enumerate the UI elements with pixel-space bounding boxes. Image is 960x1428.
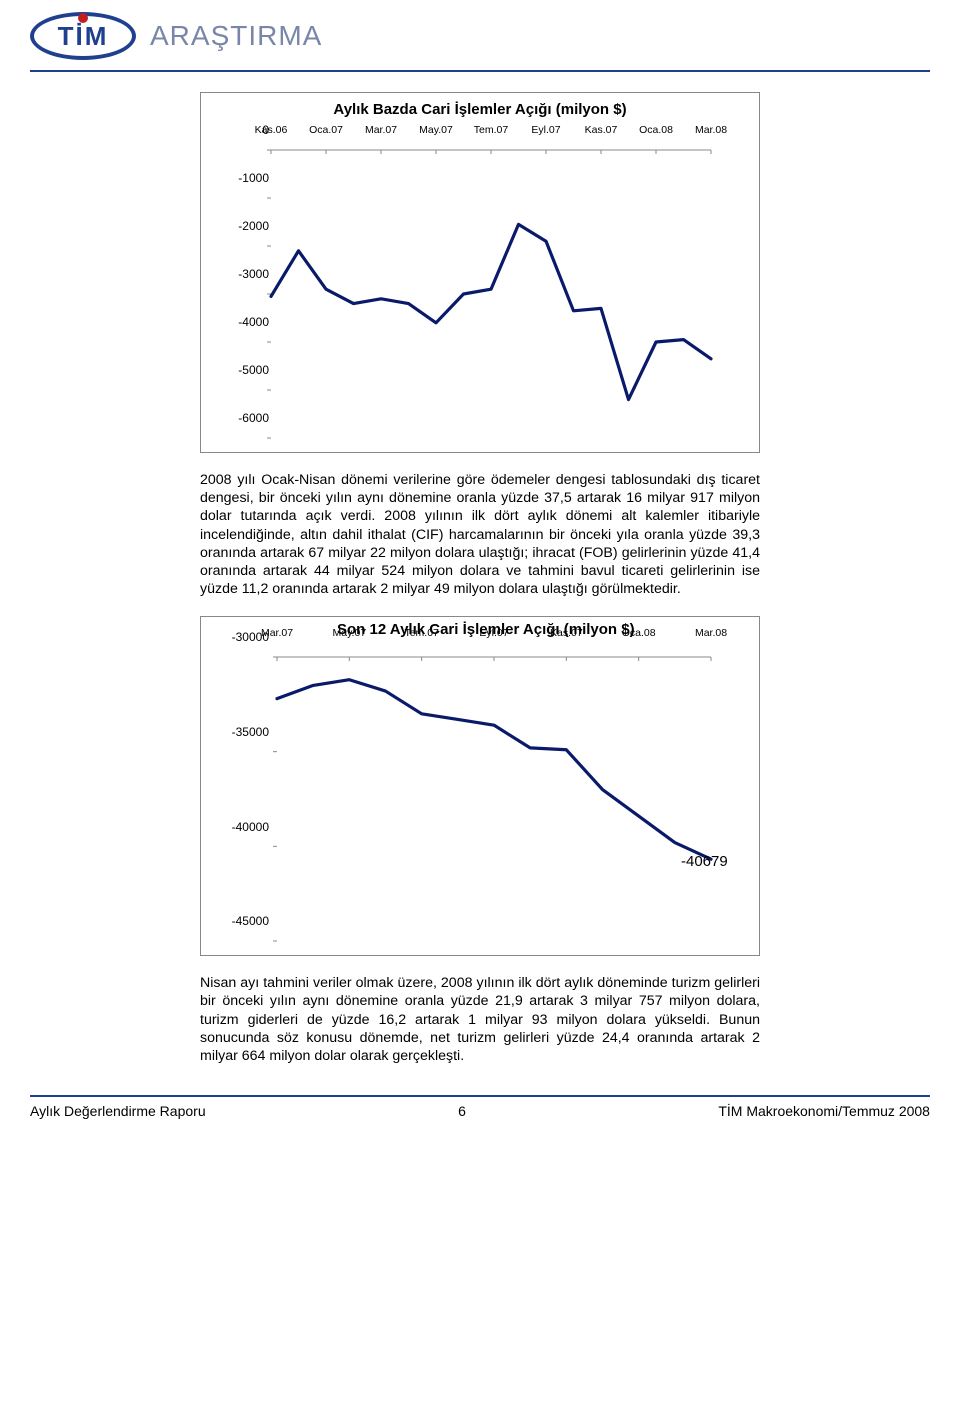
chart1-svg — [221, 144, 721, 444]
chart1-ylabel: -1000 — [238, 171, 269, 185]
chart1-title: Aylık Bazda Cari İşlemler Açığı (milyon … — [221, 101, 739, 118]
chart1-ylabel: 0 — [262, 123, 269, 137]
chart1-ylabel: -5000 — [238, 363, 269, 377]
header: TİM ARAŞTIRMA — [0, 0, 960, 66]
chart1-ylabel: -3000 — [238, 267, 269, 281]
chart1-xlabel: Mar.07 — [365, 124, 397, 136]
footer-left: Aylık Değerlendirme Raporu — [30, 1103, 206, 1119]
chart1-ylabel: -4000 — [238, 315, 269, 329]
footer-right: TİM Makroekonomi/Temmuz 2008 — [718, 1103, 930, 1119]
footer-rule — [30, 1095, 930, 1097]
chart2-ylabel: -40000 — [232, 820, 269, 834]
chart1-xlabel: Tem.07 — [474, 124, 508, 136]
chart2-box: Mar.07May.07Tem.07Eyl.07Kas.07Oca.08Mar.… — [200, 616, 760, 956]
chart1-xlabel: Kas.07 — [585, 124, 618, 136]
chart2-ylabel: -35000 — [232, 725, 269, 739]
chart1-xlabel: Mar.08 — [695, 124, 727, 136]
logo-text: ARAŞTIRMA — [150, 20, 322, 52]
chart1-box: Aylık Bazda Cari İşlemler Açığı (milyon … — [200, 92, 760, 453]
logo-mark: TİM — [58, 21, 109, 52]
logo-oval-icon: TİM — [30, 12, 136, 60]
chart1-xlabel: Oca.08 — [639, 124, 673, 136]
chart1: Aylık Bazda Cari İşlemler Açığı (milyon … — [221, 101, 739, 444]
chart1-xlabel: May.07 — [419, 124, 453, 136]
logo: TİM ARAŞTIRMA — [30, 12, 960, 60]
footer: Aylık Değerlendirme Raporu 6 TİM Makroek… — [30, 1103, 930, 1119]
logo-dot-icon — [78, 13, 88, 23]
chart2: Mar.07May.07Tem.07Eyl.07Kas.07Oca.08Mar.… — [221, 627, 739, 947]
chart2-ylabel: -45000 — [232, 914, 269, 928]
chart1-xlabel: Eyl.07 — [531, 124, 560, 136]
chart1-ylabel: -6000 — [238, 411, 269, 425]
chart2-annotation: -40679 — [681, 853, 728, 870]
chart2-ylabel: -30000 — [232, 630, 269, 644]
chart1-xlabel: Oca.07 — [309, 124, 343, 136]
chart1-ylabel: -2000 — [238, 219, 269, 233]
paragraph-2: Nisan ayı tahmini veriler olmak üzere, 2… — [200, 974, 760, 1065]
chart2-svg — [221, 647, 721, 947]
header-rule — [30, 70, 930, 72]
paragraph-1: 2008 yılı Ocak-Nisan dönemi verilerine g… — [200, 471, 760, 598]
chart1-xlabel: Kas.06 — [255, 124, 288, 136]
content: Aylık Bazda Cari İşlemler Açığı (milyon … — [200, 92, 760, 1065]
chart2-title: Son 12 Aylık Cari İşlemler Açığı (milyon… — [337, 621, 635, 638]
footer-center: 6 — [458, 1103, 466, 1119]
chart2-xlabel: Mar.08 — [695, 627, 727, 639]
